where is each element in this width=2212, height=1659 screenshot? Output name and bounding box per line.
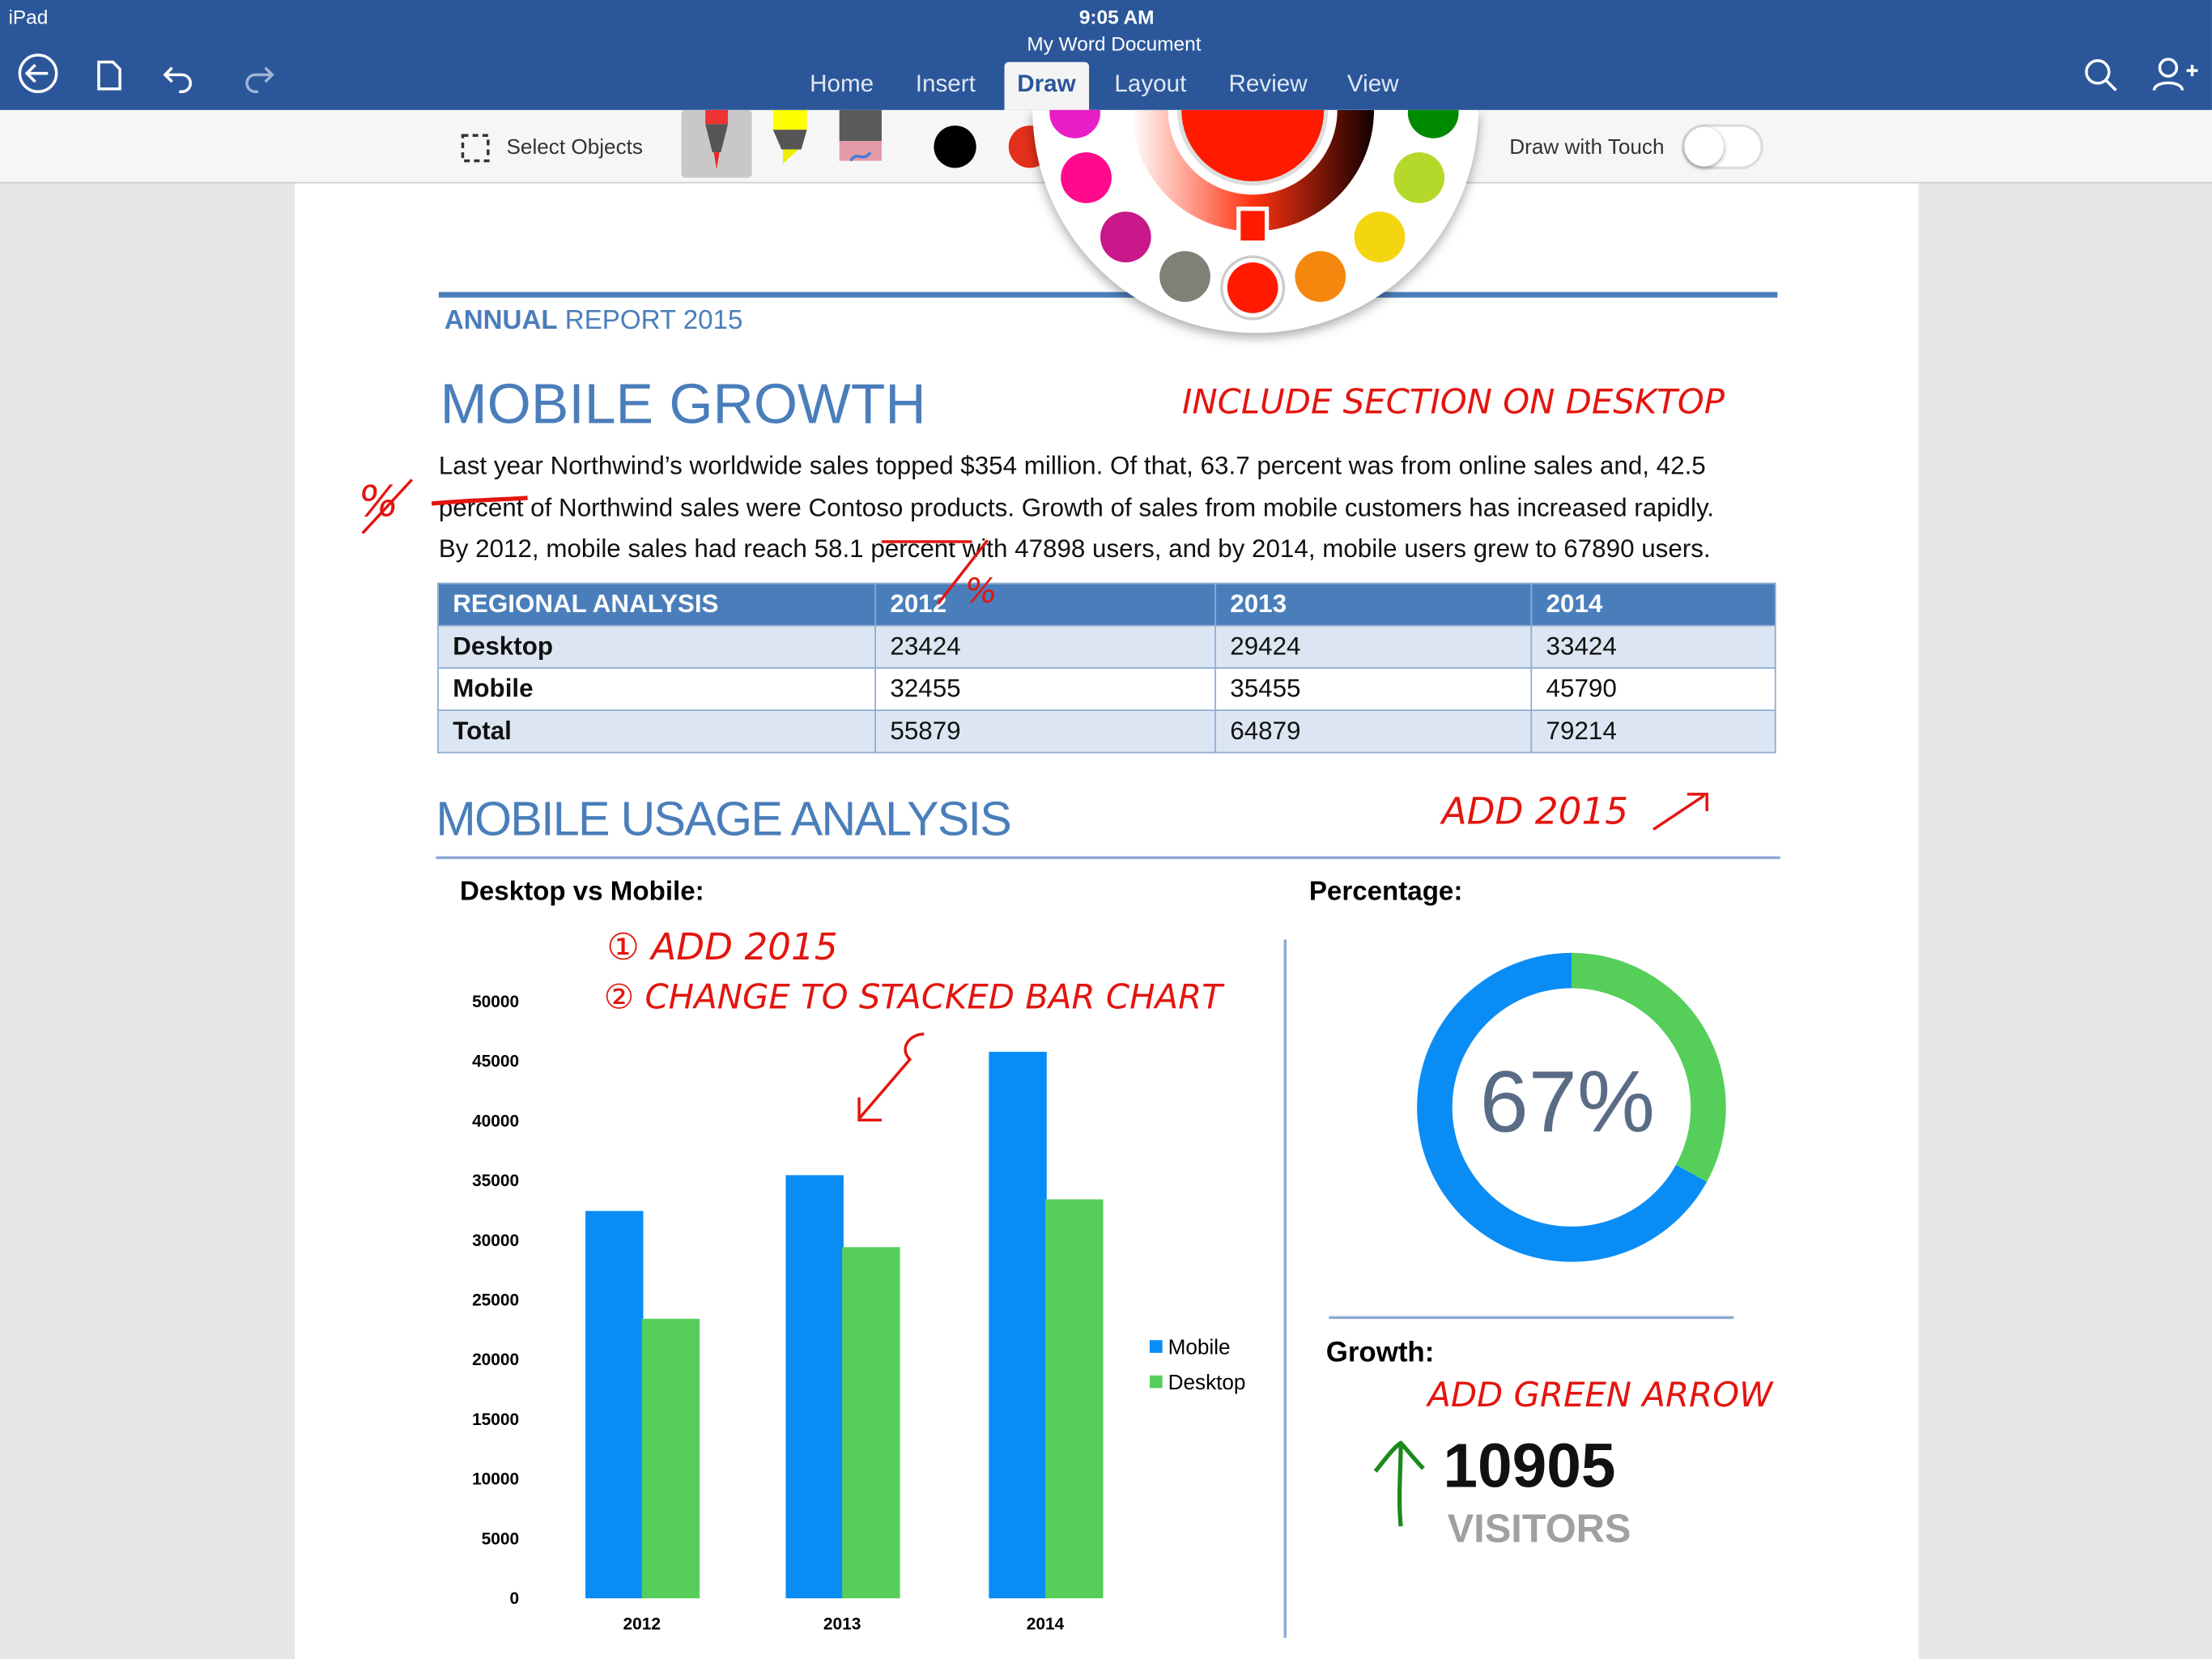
redo-icon [245, 66, 274, 93]
bar-desktop-2012 [641, 1318, 700, 1599]
palette-color[interactable] [1049, 109, 1100, 138]
growth-value: 10905 [1443, 1431, 1616, 1501]
growth-unit: VISITORS [1447, 1506, 1631, 1551]
annotation-add-2015: ADD 2015 [1441, 791, 1629, 834]
y-tick-label: 25000 [472, 1291, 519, 1309]
tab-review[interactable]: Review [1228, 70, 1308, 98]
eyebrow: ANNUAL REPORT 2015 [444, 306, 743, 336]
tab-view[interactable]: View [1346, 70, 1399, 98]
palette-color[interactable] [1227, 262, 1278, 313]
page-title: MOBILE GROWTH [440, 373, 926, 436]
donut-slice-desktop [1571, 952, 1726, 1182]
section-heading: MOBILE USAGE ANALYSIS [436, 793, 1011, 847]
arrow-down-icon [857, 1032, 925, 1122]
regional-table: REGIONAL ANALYSIS 2012 2013 2014 Desktop… [437, 582, 1776, 754]
top-bar: iPad 9:05 AM My Word Document Home Inser… [0, 0, 2212, 110]
color-palette-popover[interactable] [1015, 109, 1495, 350]
eraser-icon[interactable] [836, 109, 887, 167]
column-divider [1283, 939, 1287, 1638]
select-objects-button[interactable]: Select Objects [506, 135, 643, 160]
y-tick-label: 10000 [472, 1470, 519, 1489]
y-tick-label: 35000 [472, 1172, 519, 1190]
highlighter-icon[interactable] [766, 109, 814, 169]
clock: 9:05 AM [1078, 5, 1155, 28]
annotation-change-chart: ② CHANGE TO STACKED BAR CHART [603, 977, 1223, 1018]
section-rule [436, 856, 1780, 860]
tab-layout[interactable]: Layout [1114, 70, 1187, 98]
body-paragraph: Last year Northwind’s worldwide sales to… [438, 451, 1715, 564]
y-tick-label: 0 [510, 1589, 520, 1608]
palette-color[interactable] [1295, 251, 1346, 302]
top-rule [438, 291, 1778, 298]
document-page[interactable]: ANNUAL REPORT 2015 MOBILE GROWTH Last ye… [295, 183, 1919, 1659]
device-label: iPad [8, 5, 49, 28]
donut-slice-mobile [1417, 952, 1708, 1262]
search-icon[interactable] [2082, 57, 2119, 93]
slash-stroke [361, 479, 989, 605]
palette-color[interactable] [1393, 152, 1445, 203]
y-tick-label: 50000 [472, 993, 519, 1011]
bar-desktop-2013 [842, 1247, 900, 1599]
selected-ring [1220, 255, 1286, 321]
undo-icon [163, 66, 192, 93]
chart-title: Desktop vs Mobile: [459, 877, 704, 908]
growth-title: Growth: [1325, 1337, 1435, 1369]
draw-with-touch-label: Draw with Touch [1509, 135, 1665, 160]
y-tick-label: 15000 [472, 1410, 519, 1429]
donut-chart [1417, 952, 1726, 1262]
x-tick-label: 2014 [1027, 1614, 1065, 1633]
legend-label: Mobile [1168, 1335, 1231, 1359]
legend-swatch [1149, 1375, 1163, 1389]
legend-label: Desktop [1168, 1370, 1246, 1394]
tab-draw[interactable]: Draw [1004, 62, 1089, 110]
bar-mobile-2013 [785, 1175, 844, 1599]
percentage-value: 67% [1479, 1053, 1655, 1151]
arrow-up-right-icon [1653, 793, 1708, 831]
green-up-arrow-icon [1373, 1440, 1425, 1527]
bar-desktop-2014 [1045, 1199, 1104, 1599]
y-tick-label: 20000 [472, 1351, 519, 1369]
palette-color[interactable] [1159, 251, 1210, 302]
select-objects-icon [461, 134, 490, 163]
percentage-title: Percentage: [1308, 877, 1463, 908]
annotation-add-2015-list: ① ADD 2015 [606, 926, 838, 969]
bar-chart: 0 5000 10000 15000 20000 25000 30000 35000 40000… [472, 993, 1246, 1633]
bar-mobile-2014 [989, 1052, 1047, 1599]
table-row: Desktop 23424 29424 33424 [437, 624, 1776, 669]
palette-color[interactable] [1407, 109, 1459, 138]
y-tick-label: 30000 [472, 1231, 519, 1250]
share-person-icon[interactable] [2152, 57, 2198, 93]
selected-color-preview [1176, 109, 1329, 186]
annotation-include: INCLUDE SECTION ON DESKTOP [1182, 382, 1725, 422]
y-tick-label: 45000 [472, 1053, 519, 1071]
annotation-percent-1: % [358, 478, 399, 528]
color-black[interactable] [934, 125, 976, 168]
tab-home[interactable]: Home [810, 70, 874, 98]
draw-with-touch-toggle[interactable] [1681, 124, 1763, 170]
file-icon [97, 60, 121, 91]
palette-color[interactable] [1061, 152, 1112, 203]
growth-rule [1329, 1316, 1734, 1320]
annotation-green-arrow: ADD GREEN ARROW [1427, 1375, 1773, 1415]
bar-mobile-2012 [585, 1210, 644, 1599]
table-header: REGIONAL ANALYSIS 2012 2013 2014 [437, 582, 1776, 627]
table-row: Total 55879 64879 79214 [437, 709, 1776, 754]
x-tick-label: 2012 [623, 1614, 661, 1633]
shade-slider[interactable] [1131, 109, 1375, 232]
tab-insert[interactable]: Insert [915, 70, 976, 98]
x-tick-label: 2013 [823, 1614, 861, 1633]
legend-swatch [1149, 1340, 1163, 1353]
y-tick-label: 5000 [482, 1529, 519, 1548]
document-title: My Word Document [1027, 32, 1202, 55]
palette-color[interactable] [1354, 211, 1406, 263]
strike-percent-1 [431, 496, 528, 506]
annotation-percent-2: % [964, 571, 998, 611]
y-tick-label: 40000 [472, 1112, 519, 1130]
back-icon[interactable] [14, 51, 296, 96]
palette-color[interactable] [1100, 211, 1151, 263]
pen-tool[interactable] [681, 109, 752, 178]
red-pen-icon [705, 109, 729, 170]
shade-handle[interactable] [1236, 206, 1270, 245]
